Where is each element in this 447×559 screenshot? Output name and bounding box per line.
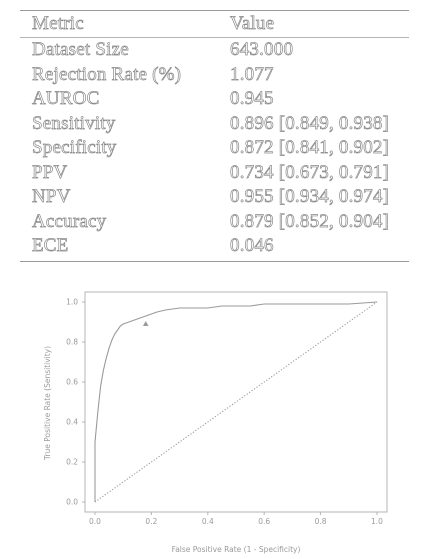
row-metric: NPV — [32, 186, 71, 208]
metrics-table: Metric Value Dataset Size 643.000 Reject… — [20, 10, 409, 266]
row-value: 0.879 [0.852, 0.904] — [230, 210, 390, 232]
table-bottom-rule — [20, 261, 409, 262]
table-header-rule — [20, 37, 409, 38]
row-metric: Rejection Rate (%) — [32, 63, 182, 85]
x-tick-label: 0.0 — [89, 517, 101, 526]
table-row: ECE 0.046 — [20, 235, 409, 260]
row-value: 0.872 [0.841, 0.902] — [230, 137, 390, 159]
x-axis-label: False Positive Rate (1 - Specificity) — [172, 545, 301, 554]
table-top-rule — [20, 10, 409, 11]
x-tick-label: 0.4 — [202, 517, 214, 526]
x-tick-label: 1.0 — [371, 517, 383, 526]
x-tick-label: 0.6 — [258, 517, 270, 526]
table-row: Accuracy 0.879 [0.852, 0.904] — [20, 210, 409, 236]
y-tick-label: 0.8 — [66, 338, 78, 347]
row-value: 1.077 — [230, 63, 274, 85]
table-row: Dataset Size 643.000 — [20, 39, 409, 64]
row-value: 0.734 [0.673, 0.791] — [230, 161, 390, 183]
row-metric: Specificity — [32, 137, 117, 159]
y-axis-label: True Positive Rate (Sensitivity) — [43, 346, 52, 461]
plot-frame — [84, 291, 388, 513]
y-tick-label: 1.0 — [66, 298, 78, 307]
row-value: 0.955 [0.934, 0.974] — [230, 186, 390, 208]
table-row: Specificity 0.872 [0.841, 0.902] — [20, 137, 409, 162]
operating-point-marker — [142, 321, 149, 326]
table-row: Rejection Rate (%) 1.077 — [20, 63, 409, 89]
row-value: 0.896 [0.849, 0.938] — [230, 112, 390, 134]
roc-chart: 0.0 0.2 0.4 0.6 0.8 1.0 0.0 0.2 0.4 0.6 0.8 1.0 Fal… — [43, 291, 388, 554]
y-tick-label: 0.4 — [66, 418, 78, 427]
roc-curve — [94, 301, 378, 502]
table-header-row: Metric Value — [20, 13, 409, 38]
table-row: NPV 0.955 [0.934, 0.974] — [20, 186, 409, 211]
row-metric: Sensitivity — [32, 112, 116, 134]
table-row: AUROC 0.945 — [20, 88, 409, 113]
y-tick-label: 0.0 — [66, 498, 78, 507]
row-value: 0.945 — [230, 88, 274, 110]
table-row: PPV 0.734 [0.673, 0.791] — [20, 161, 409, 187]
x-tick-label: 0.8 — [315, 517, 327, 526]
header-value: Value — [230, 13, 275, 35]
header-metric: Metric — [32, 13, 84, 35]
row-metric: PPV — [32, 161, 68, 183]
y-tick-label: 0.6 — [66, 378, 78, 387]
row-metric: AUROC — [32, 88, 100, 110]
y-tick-label: 0.2 — [66, 458, 78, 467]
x-tick-label: 0.2 — [145, 517, 157, 526]
row-metric: Accuracy — [32, 210, 107, 232]
row-metric: ECE — [32, 235, 69, 257]
row-metric: Dataset Size — [32, 39, 129, 61]
row-value: 0.046 — [230, 235, 274, 257]
chance-line — [94, 301, 378, 503]
row-value: 643.000 — [230, 39, 294, 61]
table-row: Sensitivity 0.896 [0.849, 0.938] — [20, 112, 409, 138]
